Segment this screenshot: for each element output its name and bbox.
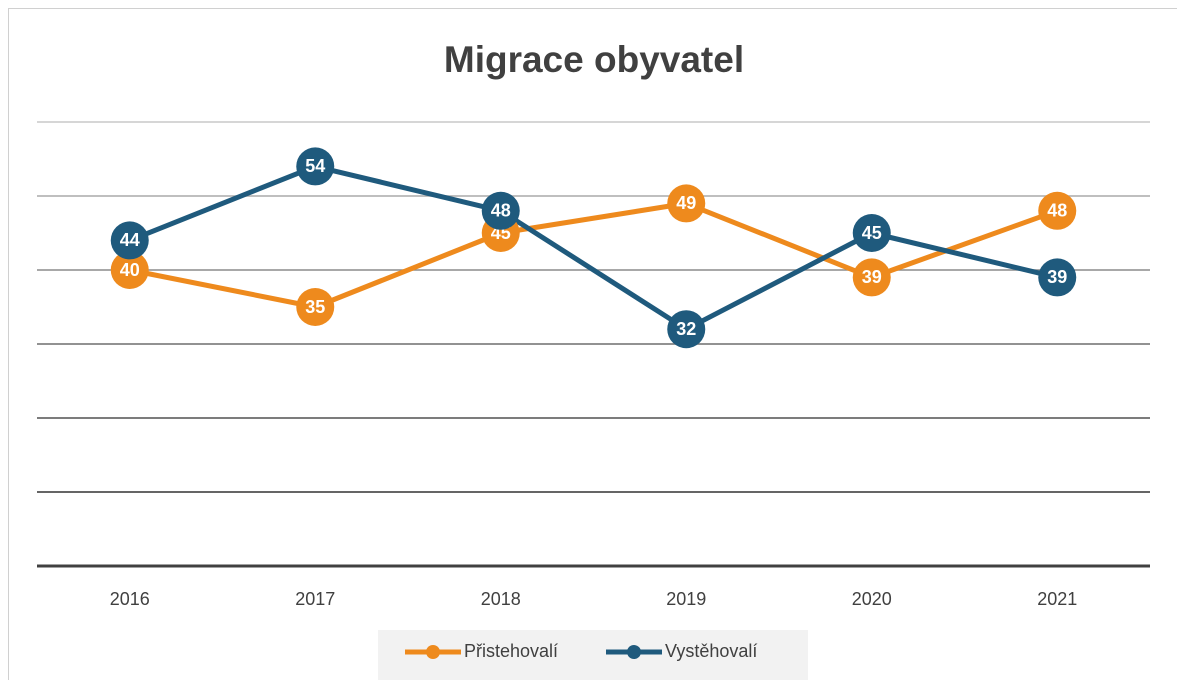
- data-label: 48: [1047, 201, 1067, 221]
- data-label: 32: [676, 319, 696, 339]
- point-marker: [296, 288, 335, 326]
- x-tick-label: 2019: [666, 589, 706, 609]
- x-tick-label: 2017: [295, 589, 335, 609]
- point-marker: [667, 310, 706, 349]
- series-line: [129, 200, 1059, 310]
- series-line: [128, 163, 1058, 332]
- point-marker: [110, 221, 149, 260]
- legend-box: [378, 630, 808, 680]
- data-label: 40: [120, 260, 140, 280]
- data-label: 49: [676, 193, 696, 213]
- legend-marker: [627, 645, 641, 659]
- data-label: 54: [305, 156, 325, 176]
- data-label: 35: [305, 297, 325, 317]
- x-tick-label: 2018: [481, 589, 521, 609]
- point-marker: [667, 184, 706, 223]
- point-marker: [481, 191, 520, 230]
- data-label: 45: [862, 223, 882, 243]
- point-marker: [1038, 191, 1077, 230]
- legend-label: Vystěhovalí: [665, 641, 757, 661]
- point-marker: [110, 251, 149, 289]
- data-label: 48: [491, 201, 511, 221]
- point-marker: [852, 258, 891, 297]
- data-label: 39: [1047, 267, 1067, 287]
- point-marker: [1038, 258, 1077, 297]
- legend-marker: [426, 645, 440, 659]
- point-marker: [296, 147, 335, 186]
- point-marker: [852, 214, 891, 252]
- x-tick-label: 2016: [110, 589, 150, 609]
- x-tick-label: 2020: [852, 589, 892, 609]
- data-label: 39: [862, 267, 882, 287]
- data-label: 44: [120, 230, 140, 250]
- chart-title: Migrace obyvatel: [444, 39, 744, 80]
- x-tick-label: 2021: [1037, 589, 1077, 609]
- legend-label: Přistehovalí: [464, 641, 558, 661]
